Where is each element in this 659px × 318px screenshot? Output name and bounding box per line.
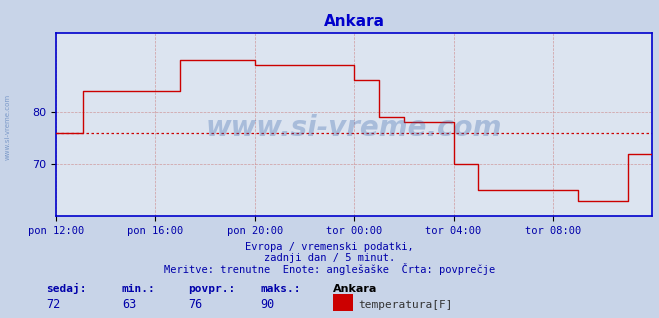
Text: www.si-vreme.com: www.si-vreme.com bbox=[206, 114, 502, 142]
Text: Ankara: Ankara bbox=[333, 284, 377, 294]
Text: 63: 63 bbox=[122, 299, 136, 311]
Title: Ankara: Ankara bbox=[324, 14, 385, 30]
Text: 76: 76 bbox=[188, 299, 202, 311]
Text: Evropa / vremenski podatki,: Evropa / vremenski podatki, bbox=[245, 242, 414, 252]
Text: maks.:: maks.: bbox=[260, 284, 301, 294]
Text: temperatura[F]: temperatura[F] bbox=[358, 301, 452, 310]
Text: povpr.:: povpr.: bbox=[188, 284, 235, 294]
Text: 90: 90 bbox=[260, 299, 275, 311]
Text: www.si-vreme.com: www.si-vreme.com bbox=[5, 94, 11, 160]
Text: sedaj:: sedaj: bbox=[46, 283, 86, 294]
Text: Meritve: trenutne  Enote: anglešaške  Črta: povprečje: Meritve: trenutne Enote: anglešaške Črta… bbox=[164, 263, 495, 275]
Text: zadnji dan / 5 minut.: zadnji dan / 5 minut. bbox=[264, 253, 395, 263]
Text: min.:: min.: bbox=[122, 284, 156, 294]
Text: 72: 72 bbox=[46, 299, 61, 311]
